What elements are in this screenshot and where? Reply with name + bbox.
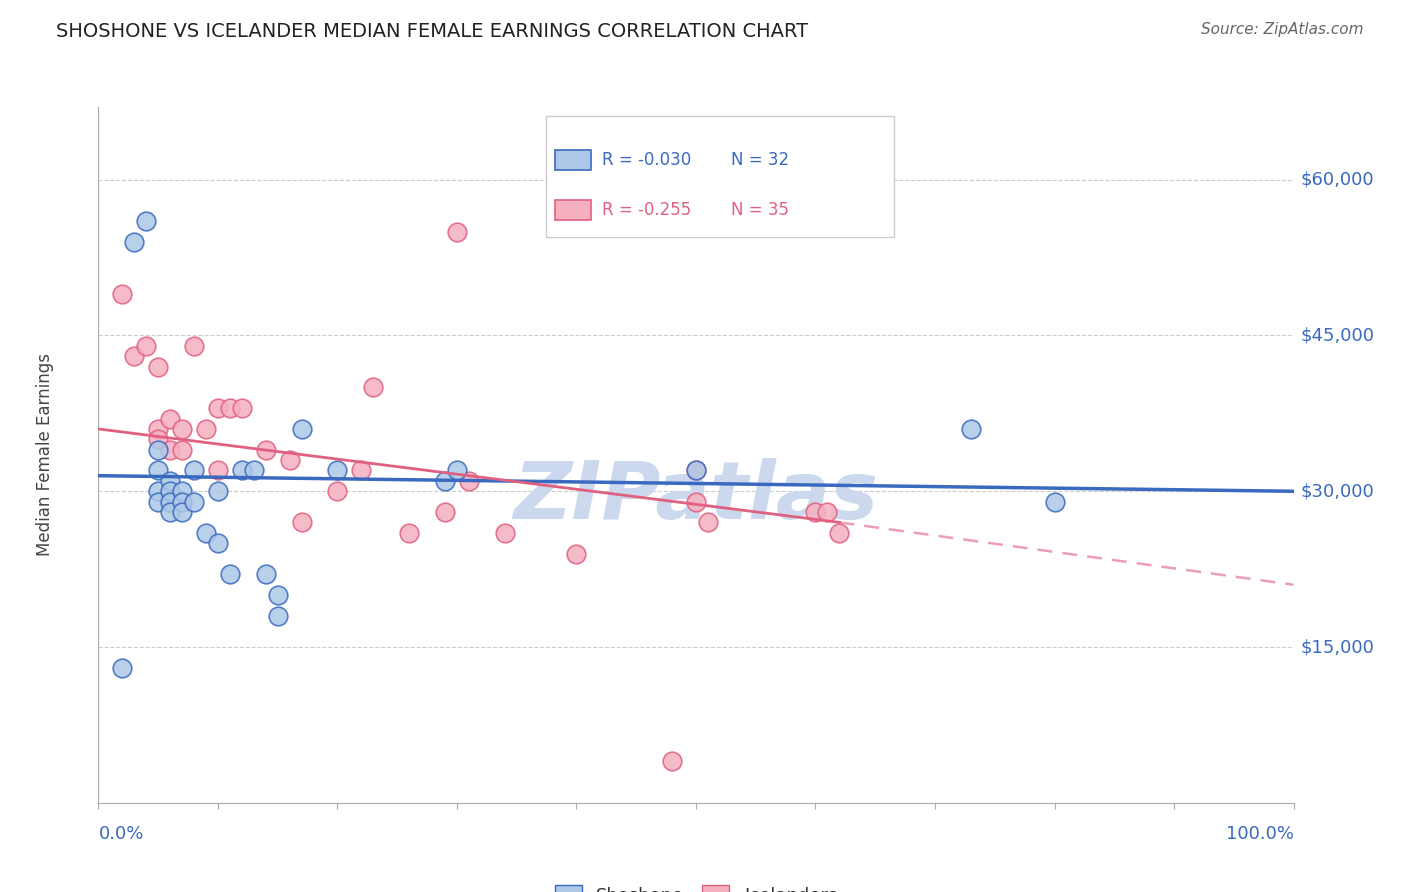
Point <box>326 463 349 477</box>
Point <box>183 463 205 477</box>
Point <box>172 484 194 499</box>
Text: SHOSHONE VS ICELANDER MEDIAN FEMALE EARNINGS CORRELATION CHART: SHOSHONE VS ICELANDER MEDIAN FEMALE EARN… <box>56 22 808 41</box>
Point <box>207 484 229 499</box>
Point <box>267 588 290 602</box>
Text: 0.0%: 0.0% <box>98 825 143 843</box>
Point <box>433 474 456 488</box>
Point <box>135 214 157 228</box>
Point <box>111 661 134 675</box>
Point <box>267 608 290 623</box>
Text: R = -0.030: R = -0.030 <box>602 151 690 169</box>
Point <box>148 484 170 499</box>
Point <box>697 516 720 530</box>
Point <box>148 494 170 508</box>
Point <box>828 525 851 540</box>
Point <box>148 422 170 436</box>
Point <box>278 453 301 467</box>
Point <box>326 484 349 499</box>
Text: $45,000: $45,000 <box>1301 326 1375 344</box>
Point <box>159 484 181 499</box>
Point <box>363 380 385 394</box>
Point <box>433 505 456 519</box>
Point <box>661 754 683 768</box>
Point <box>111 287 134 301</box>
Point <box>231 401 253 416</box>
Text: Source: ZipAtlas.com: Source: ZipAtlas.com <box>1201 22 1364 37</box>
Point <box>148 463 170 477</box>
Text: 100.0%: 100.0% <box>1226 825 1294 843</box>
Point <box>159 494 181 508</box>
Point <box>959 422 981 436</box>
Text: $15,000: $15,000 <box>1301 638 1375 656</box>
Point <box>135 339 157 353</box>
Point <box>172 494 194 508</box>
Point <box>172 442 194 457</box>
Point <box>446 225 468 239</box>
Legend: Shoshone, Icelanders: Shoshone, Icelanders <box>547 879 845 892</box>
Point <box>159 505 181 519</box>
Point <box>290 422 312 436</box>
Text: N = 32: N = 32 <box>731 151 789 169</box>
Text: N = 35: N = 35 <box>731 201 789 219</box>
Point <box>565 547 588 561</box>
Point <box>194 422 217 436</box>
Point <box>172 505 194 519</box>
Point <box>350 463 373 477</box>
Text: Median Female Earnings: Median Female Earnings <box>35 353 53 557</box>
Point <box>172 422 194 436</box>
Point <box>804 505 827 519</box>
Point <box>1043 494 1066 508</box>
Point <box>148 442 170 457</box>
Point <box>290 516 312 530</box>
Point <box>685 494 707 508</box>
Point <box>219 401 242 416</box>
Text: R = -0.255: R = -0.255 <box>602 201 690 219</box>
Point <box>207 536 229 550</box>
Point <box>124 349 146 363</box>
Point <box>124 235 146 249</box>
Text: $60,000: $60,000 <box>1301 170 1374 189</box>
Text: ZIPatlas: ZIPatlas <box>513 458 879 536</box>
Point <box>398 525 420 540</box>
Point <box>254 567 277 582</box>
Point <box>159 411 181 425</box>
Point <box>159 474 181 488</box>
Point <box>231 463 253 477</box>
Point <box>243 463 266 477</box>
Point <box>207 401 229 416</box>
Text: $30,000: $30,000 <box>1301 483 1374 500</box>
Point <box>815 505 838 519</box>
Point <box>183 339 205 353</box>
Point <box>494 525 516 540</box>
Point <box>183 494 205 508</box>
Point <box>219 567 242 582</box>
Point <box>685 463 707 477</box>
Point <box>207 463 229 477</box>
Point <box>148 359 170 374</box>
Point <box>194 525 217 540</box>
Point <box>159 442 181 457</box>
Point <box>446 463 468 477</box>
Point <box>458 474 481 488</box>
Point <box>254 442 277 457</box>
Point <box>685 463 707 477</box>
Point <box>148 433 170 447</box>
